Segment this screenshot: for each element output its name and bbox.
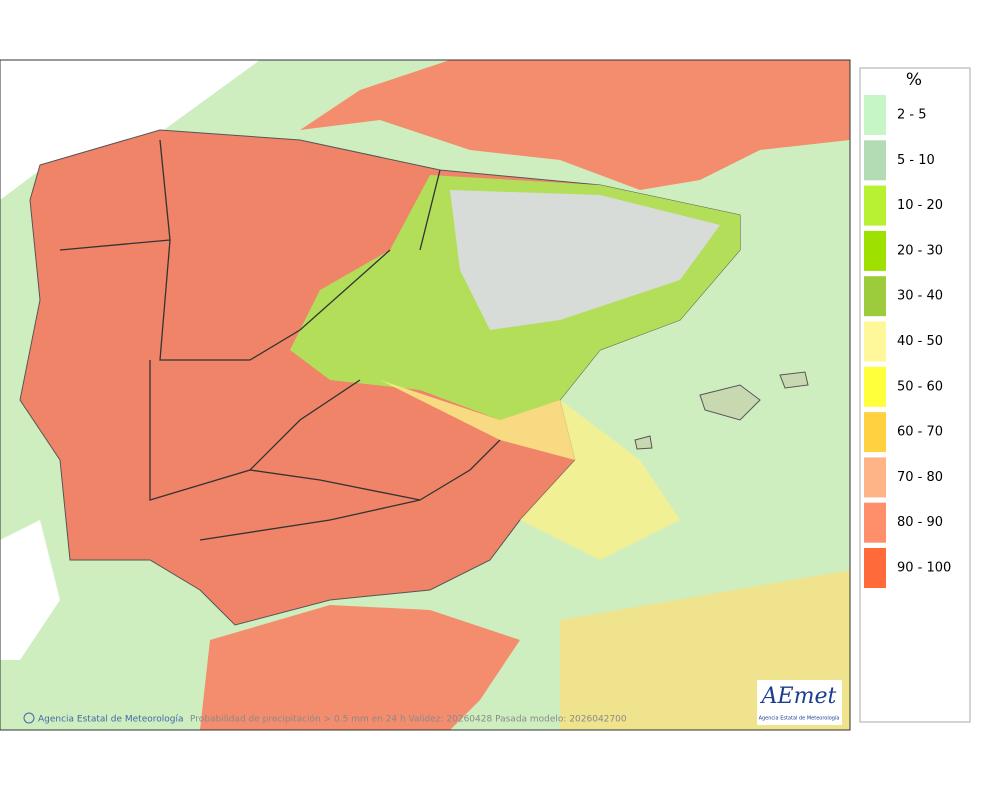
logo: AEmet (760, 684, 837, 709)
legend-label: 50 - 60 (897, 379, 943, 394)
legend-label: 2 - 5 (897, 108, 927, 123)
credit: Agencia Estatal de Meteorología (38, 715, 184, 725)
copyright-icon (23, 712, 35, 724)
legend-label: 60 - 70 (897, 425, 943, 440)
legend-swatch (864, 95, 886, 135)
grey-zone (450, 190, 720, 330)
legend-label: 80 - 90 (897, 515, 943, 530)
no-data (0, 60, 260, 660)
legend-label: 30 - 40 (897, 289, 943, 304)
legend-label: 90 - 100 (897, 561, 951, 576)
legend-swatch (864, 276, 886, 317)
balearics (634, 371, 809, 450)
legend-swatch (864, 457, 886, 498)
legend-swatch (864, 548, 886, 588)
legend-label: 5 - 10 (897, 153, 935, 168)
legend-label: 70 - 80 (897, 470, 943, 485)
africa-area (200, 605, 520, 730)
legend-swatch (864, 140, 886, 181)
legend-swatch (864, 321, 886, 362)
legend-swatch (864, 502, 886, 543)
legend-title: % (906, 70, 922, 90)
borders (59, 139, 501, 541)
legend-swatch (864, 185, 886, 226)
map: Agencia Estatal de Meteorología Probabil… (0, 59, 851, 731)
logo-subtitle: Agencia Estatal de Meteorología (759, 715, 840, 722)
legend-label: 20 - 30 (897, 243, 943, 258)
legend-swatch (864, 230, 886, 271)
legend-swatch (864, 366, 886, 407)
france-area (300, 60, 850, 190)
map-frame (0, 59, 851, 731)
caption: Probabilidad de precipitación > 0.5 mm e… (190, 714, 627, 725)
logo-box (757, 680, 842, 725)
legend-swatch (864, 412, 886, 453)
legend: % 2 - 5 5 - 10 10 - 20 20 - 30 30 - 40 40 - 5… (859, 67, 971, 723)
legend-label: 40 - 50 (897, 334, 943, 349)
yellow-zone (380, 380, 680, 560)
legend-label: 10 - 20 (897, 198, 943, 213)
